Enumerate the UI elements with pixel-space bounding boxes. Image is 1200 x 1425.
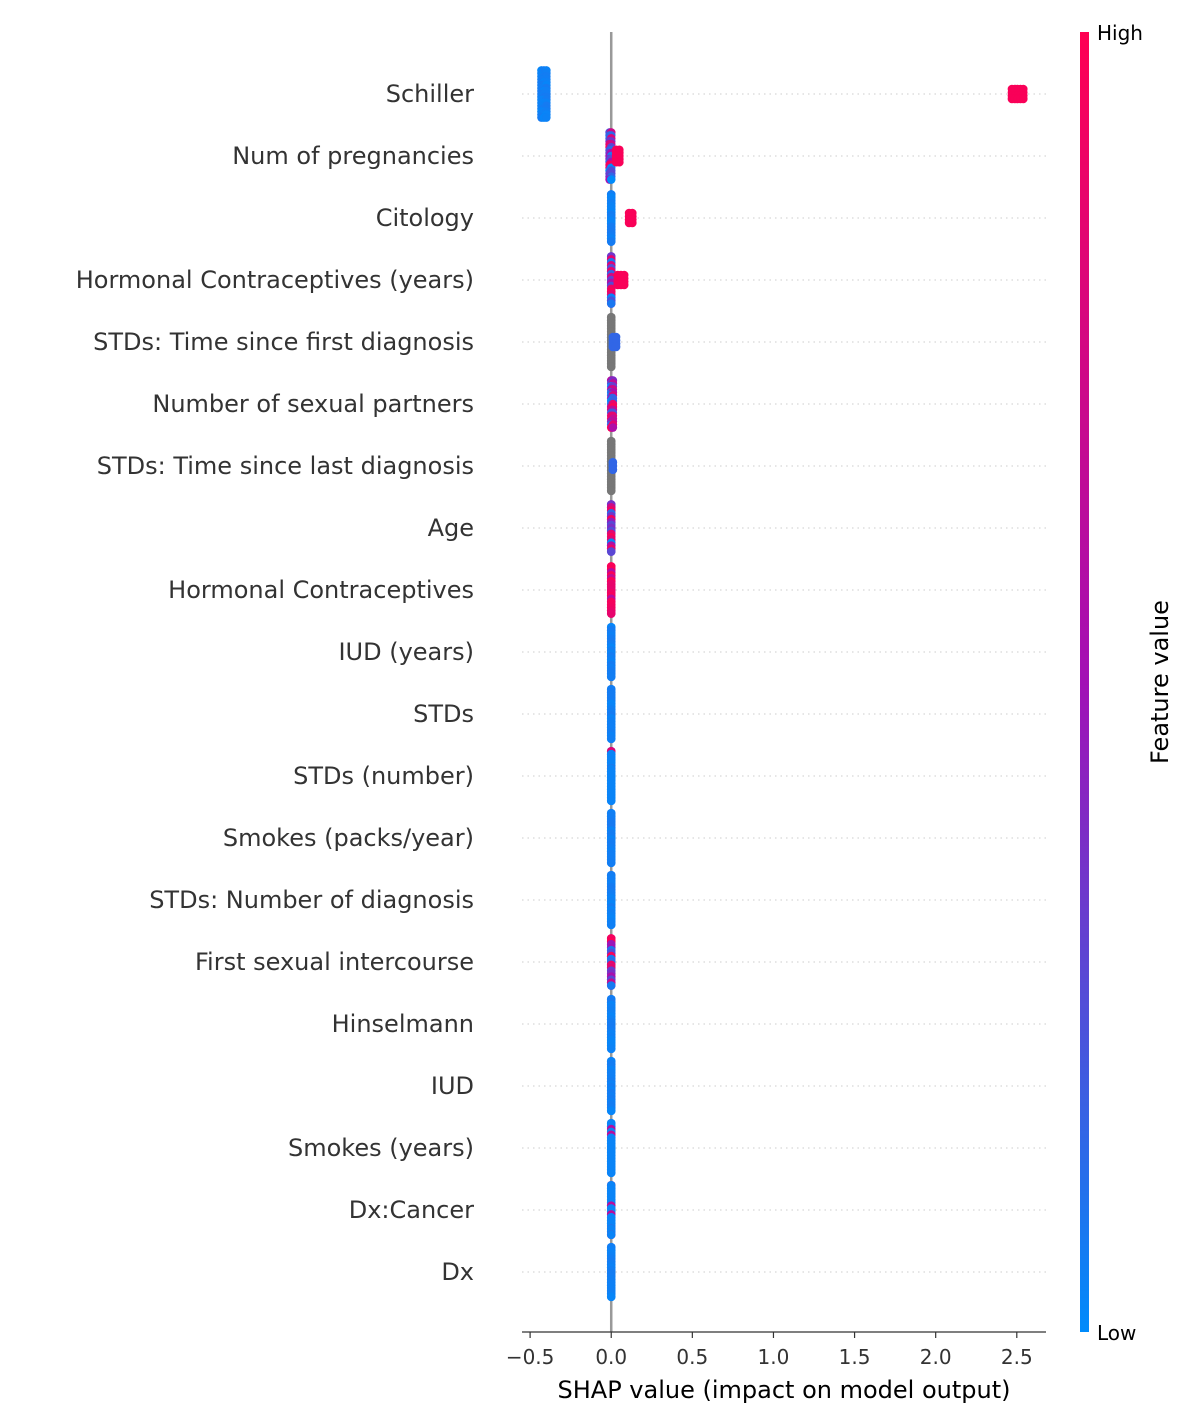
- shap-point: [606, 362, 616, 372]
- colorbar-high-label: High: [1097, 21, 1143, 45]
- shap-point: [606, 1106, 616, 1116]
- shap-point: [608, 423, 618, 432]
- feature-label: STDs: Time since first diagnosis: [93, 328, 474, 356]
- x-tick-label: −0.5: [506, 1345, 555, 1369]
- shap-point: [611, 342, 621, 352]
- row-gridlines: [522, 93, 1046, 1273]
- feature-label: Dx: [441, 1258, 474, 1286]
- shap-point: [606, 175, 616, 184]
- shap-point: [606, 299, 616, 308]
- shap-point: [606, 1230, 616, 1240]
- shap-point: [608, 465, 618, 475]
- shap-point: [606, 796, 616, 806]
- shap-point: [606, 486, 616, 496]
- feature-label: IUD: [431, 1072, 474, 1100]
- feature-label: Smokes (packs/year): [223, 824, 474, 852]
- feature-label: Hinselmann: [332, 1010, 474, 1038]
- feature-label: Number of sexual partners: [152, 390, 474, 418]
- x-axis: −0.5 0.0 0.5 1.0 1.5 2.0 2.5: [506, 1331, 1046, 1369]
- feature-label: Dx:Cancer: [349, 1196, 474, 1224]
- x-tick-label: 2.0: [920, 1345, 952, 1369]
- feature-label: Smokes (years): [288, 1134, 474, 1162]
- shap-point: [606, 672, 616, 682]
- feature-label: Hormonal Contraceptives (years): [76, 266, 474, 294]
- feature-label: STDs: Time since last diagnosis: [97, 452, 474, 480]
- feature-label: Schiller: [386, 80, 474, 108]
- feature-label: STDs (number): [293, 762, 474, 790]
- feature-label: IUD (years): [338, 638, 474, 666]
- feature-label: Citology: [376, 204, 474, 232]
- shap-point: [606, 858, 616, 868]
- feature-label: Num of pregnancies: [232, 142, 474, 170]
- shap-point: [615, 157, 624, 167]
- feature-label: STDs: [413, 700, 474, 728]
- x-axis-title: SHAP value (impact on model output): [558, 1376, 1011, 1404]
- feature-label: First sexual intercourse: [195, 948, 474, 976]
- colorbar: [1080, 32, 1089, 1332]
- colorbar-low-label: Low: [1097, 1321, 1136, 1345]
- shap-point: [606, 1044, 616, 1054]
- feature-label: Age: [428, 514, 474, 542]
- feature-label: STDs: Number of diagnosis: [149, 886, 474, 914]
- shap-point: [628, 218, 637, 228]
- shap-point: [606, 237, 616, 246]
- x-tick-label: 0.0: [595, 1345, 627, 1369]
- shap-point: [542, 113, 551, 122]
- feature-labels: Schiller Num of pregnancies Citology Hormon…: [76, 80, 474, 1286]
- x-tick-label: 1.0: [758, 1345, 790, 1369]
- shap-point: [606, 547, 616, 556]
- shap-point: [606, 1292, 616, 1302]
- feature-label: Hormonal Contraceptives: [168, 576, 474, 604]
- x-tick-label: 2.5: [1001, 1345, 1033, 1369]
- x-tick-label: 1.5: [839, 1345, 871, 1369]
- shap-point: [606, 609, 616, 618]
- x-tick-label: 0.5: [676, 1345, 708, 1369]
- data-points: [537, 66, 1028, 1302]
- colorbar-title: Feature value: [1146, 600, 1174, 764]
- shap-point: [606, 1168, 616, 1178]
- shap-point: [606, 981, 616, 990]
- shap-point: [1018, 94, 1028, 104]
- shap-point: [606, 920, 616, 930]
- shap-point: [606, 734, 616, 744]
- shap-point: [619, 280, 629, 290]
